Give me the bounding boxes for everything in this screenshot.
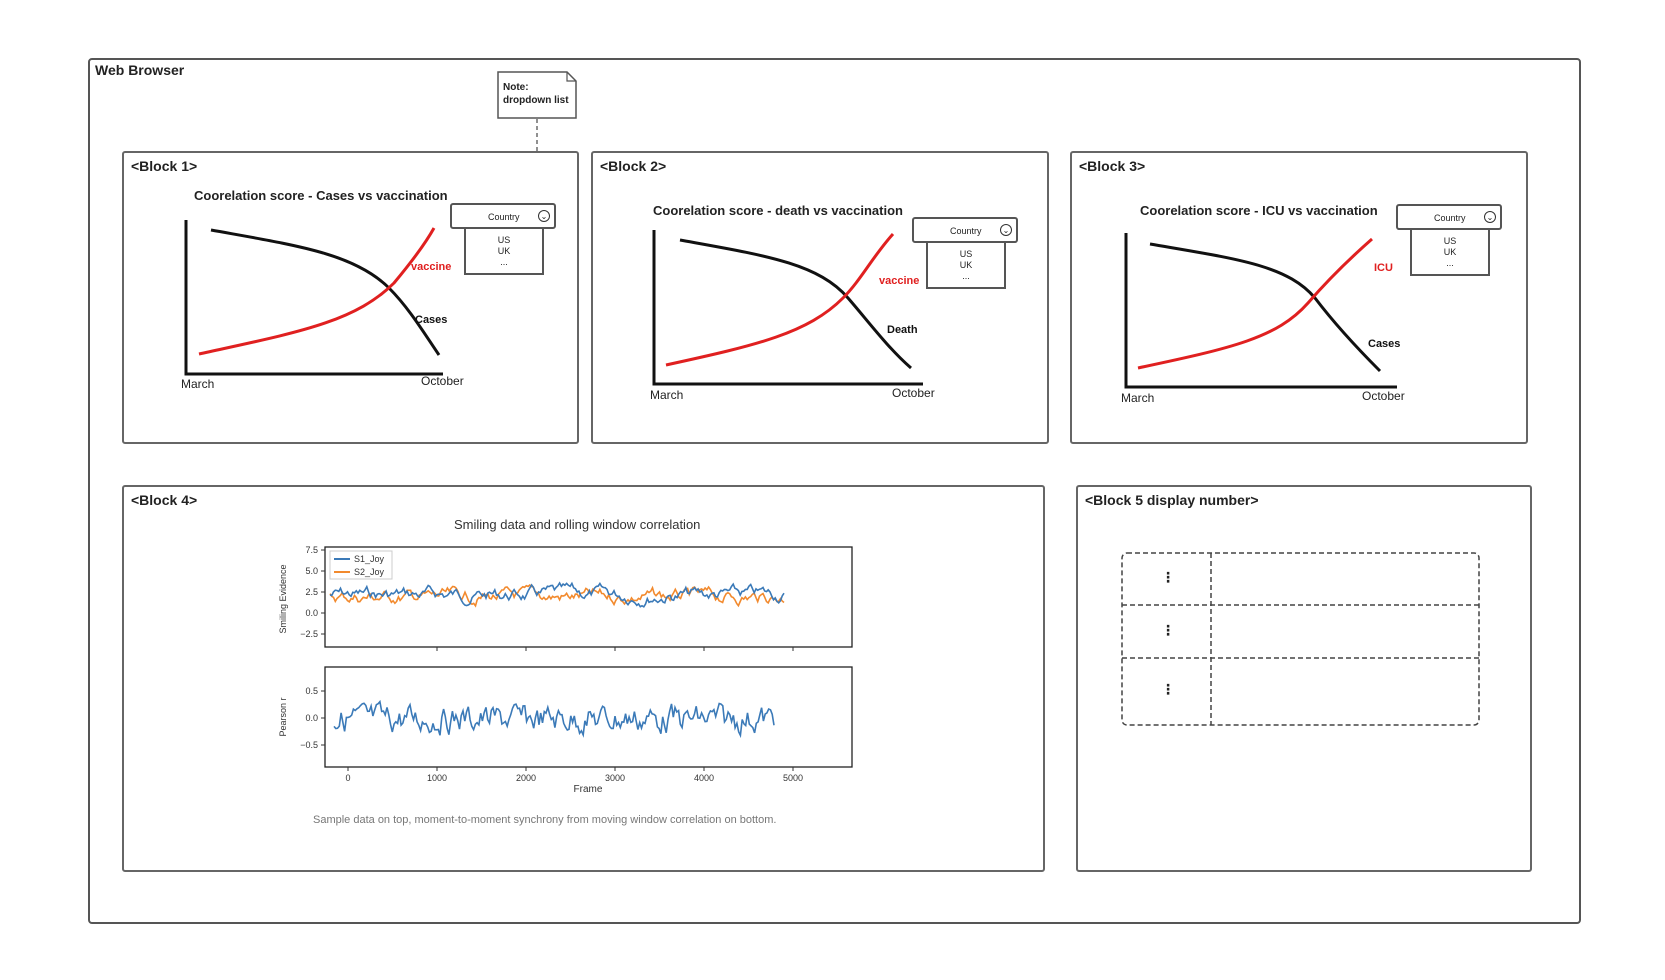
- block-3-x-start: March: [1121, 391, 1154, 405]
- block-1-label: <Block 1>: [131, 158, 198, 174]
- x-ticks: 0 1000 2000 3000 4000 5000: [345, 647, 803, 783]
- x-tick: 3000: [605, 773, 625, 783]
- dropdown-option[interactable]: UK: [959, 260, 973, 270]
- block-4-caption: Sample data on top, moment-to-moment syn…: [313, 814, 777, 826]
- chevron-down-icon[interactable]: ⌄: [538, 210, 550, 222]
- block-5: <Block 5 display number>: [1076, 485, 1532, 872]
- x-axis-label: Frame: [574, 784, 603, 795]
- block-2: <Block 2> Coorelation score - death vs v…: [591, 151, 1049, 444]
- top-panel-frame: [324, 546, 853, 648]
- block-1-red-curve: [198, 227, 436, 356]
- dropdown-label: Country: [1434, 213, 1466, 223]
- block-3: <Block 3> Coorelation score - ICU vs vac…: [1070, 151, 1528, 444]
- x-tick: 1000: [427, 773, 447, 783]
- block-2-red-label: vaccine: [879, 275, 919, 287]
- dropdown-label: Country: [950, 226, 982, 236]
- note-box: Note: dropdown list: [497, 71, 577, 119]
- block-3-chart: ICU Cases March October: [1121, 233, 1405, 405]
- note-line2: dropdown list: [503, 95, 569, 106]
- block-1-black-curve: [210, 228, 441, 356]
- block-2-x-start: March: [650, 388, 683, 402]
- block-4-chart: 7.5 5.0 2.5 0.0 −2.5 Smiling Evidence S1…: [278, 545, 853, 795]
- block-2-black-label: Death: [887, 324, 918, 336]
- chevron-down-icon[interactable]: ⌄: [1484, 211, 1496, 223]
- note-line1: Note:: [503, 82, 529, 93]
- block-3-black-curve: [1149, 242, 1382, 373]
- top-ytick: −2.5: [300, 629, 318, 639]
- block-4-chart-title: Smiling data and rolling window correlat…: [454, 517, 701, 532]
- table-row-1-value: ⋮: [1161, 569, 1175, 585]
- dropdown-option[interactable]: US: [1443, 236, 1457, 246]
- table-row-3-value: ⋮: [1161, 681, 1175, 697]
- block-3-black-label: Cases: [1368, 338, 1400, 350]
- browser-title: Web Browser: [95, 62, 185, 78]
- block-4-label: <Block 4>: [131, 492, 198, 508]
- dropdown-option[interactable]: US: [959, 249, 973, 259]
- table-row-2-value: ⋮: [1161, 622, 1175, 638]
- web-browser-frame: Web Browser: [88, 58, 1581, 924]
- block-5-label: <Block 5 display number>: [1085, 492, 1259, 508]
- block-3-chart-title: Coorelation score - ICU vs vaccination: [1140, 203, 1378, 218]
- block-2-axes: [652, 230, 923, 386]
- top-ytick: 7.5: [305, 545, 318, 555]
- block-2-chart-title: Coorelation score - death vs vaccination: [653, 203, 903, 218]
- block-1-axes: [184, 220, 443, 376]
- bottom-panel-frame: [324, 666, 853, 768]
- block-1: <Block 1> Coorelation score - Cases vs v…: [122, 151, 579, 444]
- block-1-red-label: vaccine: [411, 261, 451, 273]
- x-tick: 5000: [783, 773, 803, 783]
- x-tick: 2000: [516, 773, 536, 783]
- block-4: <Block 4> Smiling data and rolling windo…: [122, 485, 1045, 872]
- display-number-table: ⋮ ⋮ ⋮: [1121, 552, 1481, 726]
- dropdown-list: US UK ...: [926, 241, 1006, 289]
- block-2-red-curve: [665, 232, 895, 367]
- block-1-x-start: March: [181, 377, 214, 391]
- block-1-chart: vaccine Cases March October: [181, 220, 464, 391]
- dropdown-option[interactable]: ...: [500, 257, 508, 267]
- dropdown-list: US UK ...: [1410, 228, 1490, 276]
- dropdown-option[interactable]: UK: [1443, 247, 1457, 257]
- dropdown-label: Country: [488, 212, 520, 222]
- x-tick: 4000: [694, 773, 714, 783]
- x-tick: 0: [345, 773, 350, 783]
- block-2-black-curve: [679, 238, 912, 370]
- block-3-x-end: October: [1362, 389, 1405, 403]
- dropdown-option[interactable]: ...: [1446, 258, 1454, 268]
- block-2-chart: vaccine Death March October: [650, 230, 935, 402]
- bottom-ylabel: Pearson r: [278, 697, 288, 736]
- dropdown-option[interactable]: US: [497, 235, 511, 245]
- bottom-ytick: 0.5: [305, 686, 318, 696]
- dropdown-list: US UK ...: [464, 227, 544, 275]
- legend-s2: S2_Joy: [354, 567, 385, 577]
- block-3-axes: [1124, 233, 1397, 389]
- bottom-yticks: 0.5 0.0 −0.5: [300, 686, 325, 750]
- block-3-red-label: ICU: [1374, 262, 1393, 274]
- s1-joy-line: [329, 581, 785, 608]
- block-3-label: <Block 3>: [1079, 158, 1146, 174]
- top-ylabel: Smiling Evidence: [278, 564, 288, 633]
- block-2-x-end: October: [892, 386, 935, 400]
- top-ytick: 5.0: [305, 566, 318, 576]
- dropdown-option[interactable]: UK: [497, 246, 511, 256]
- block-1-black-label: Cases: [415, 314, 447, 326]
- legend-s1: S1_Joy: [354, 554, 385, 564]
- bottom-ytick: 0.0: [305, 713, 318, 723]
- legend-box: [329, 550, 393, 580]
- chevron-down-icon[interactable]: ⌄: [1000, 224, 1012, 236]
- top-ytick: 2.5: [305, 587, 318, 597]
- dropdown-option[interactable]: ...: [962, 271, 970, 281]
- block-3-red-curve: [1137, 237, 1373, 370]
- block-1-chart-title: Coorelation score - Cases vs vaccination: [194, 188, 448, 203]
- block-1-x-end: October: [421, 374, 464, 388]
- bottom-ytick: −0.5: [300, 740, 318, 750]
- top-ytick: 0.0: [305, 608, 318, 618]
- block-2-label: <Block 2>: [600, 158, 667, 174]
- pearson-r-line: [333, 699, 775, 739]
- top-yticks: 7.5 5.0 2.5 0.0 −2.5: [300, 545, 325, 639]
